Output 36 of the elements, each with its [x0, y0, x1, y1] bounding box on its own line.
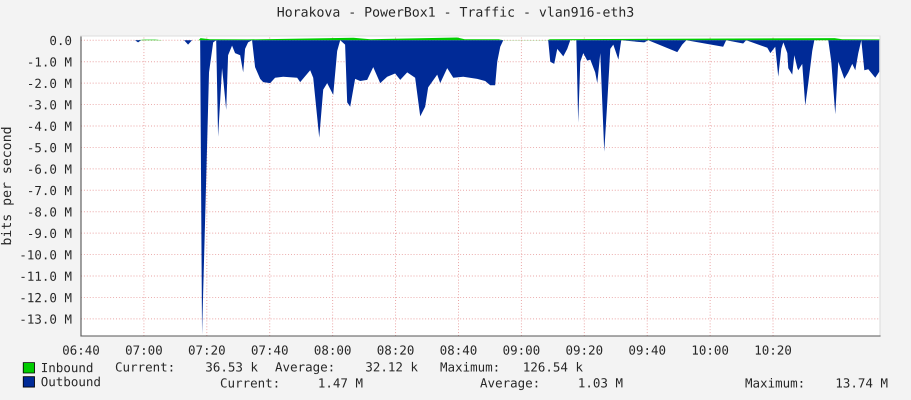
y-tick-label: -4.0 M	[28, 122, 72, 131]
y-axis-title: bits per second	[0, 128, 14, 244]
x-tick-label: 09:20	[566, 345, 602, 355]
x-tick-label: 10:00	[692, 345, 728, 355]
x-tick-label: 08:00	[314, 345, 351, 355]
text: Current: 36.53 k	[116, 362, 258, 372]
x-tick-label: 08:40	[440, 345, 476, 355]
text: Maximum: 13.74 M	[746, 378, 888, 388]
y-tick-label: -8.0 M	[28, 207, 72, 217]
x-tick-label: 07:40	[252, 345, 288, 355]
text: Current: 1.47 M	[220, 378, 362, 388]
x-tick-label: 09:40	[629, 345, 666, 355]
y-tick-label: -9.0 M	[28, 228, 72, 238]
y-tick-label: -2.0 M	[28, 78, 72, 88]
y-tick-label: -5.0 M	[28, 142, 72, 152]
legend-label: Outbound	[41, 376, 100, 386]
text: Average: 32.12 k	[275, 362, 418, 374]
y-tick-label: -6.0 M	[28, 164, 72, 174]
x-tick-label: 07:20	[188, 345, 225, 355]
chart-title: Horakova - PowerBox1 - Traffic - vlan916-eth3	[278, 6, 634, 17]
y-tick-label: -12.0 M	[21, 292, 72, 302]
x-tick-label: 06:40	[63, 345, 100, 355]
y-tick-label: -7.0 M	[28, 186, 72, 196]
x-tick-label: 07:00	[126, 345, 162, 355]
text: Average: 1.03 M	[480, 378, 622, 390]
x-tick-label: 09:00	[503, 345, 540, 355]
x-tick-label: 08:20	[378, 345, 414, 355]
y-tick-label: -1.0 M	[28, 57, 72, 67]
y-tick-label: 0.0	[50, 36, 72, 46]
x-tick-label: 10:20	[756, 345, 792, 355]
y-tick-label: -10.0 M	[21, 250, 72, 260]
y-tick-label: -3.0 M	[28, 100, 72, 110]
y-tick-label: -11.0 M	[21, 272, 72, 281]
text: Maximum: 126.54 k	[440, 362, 583, 372]
y-tick-label: -13.0 M	[21, 314, 72, 324]
legend-label: Inbound	[42, 362, 92, 372]
